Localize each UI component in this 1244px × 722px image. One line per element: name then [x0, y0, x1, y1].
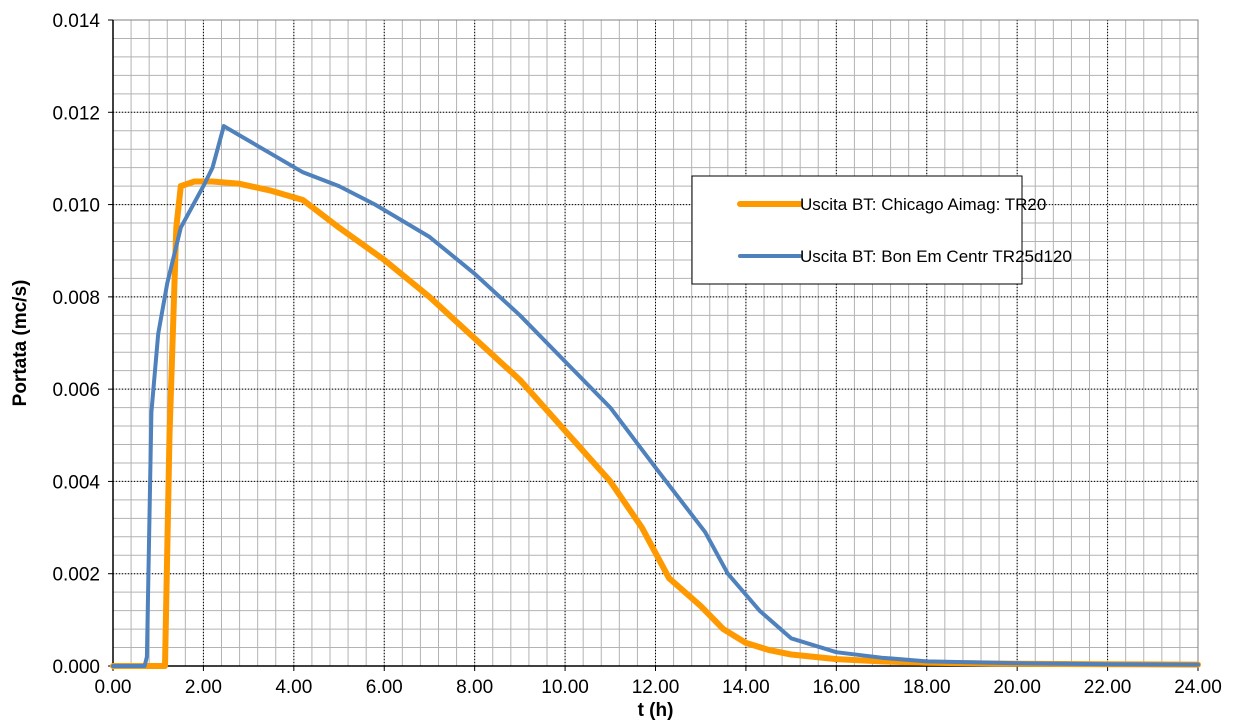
x-tick-label: 0.00 [95, 677, 132, 698]
y-tick-label: 0.010 [52, 196, 100, 217]
x-tick-label: 12.00 [632, 677, 680, 698]
legend-box [691, 175, 1023, 285]
y-tick-label: 0.012 [52, 103, 100, 124]
x-tick-label: 16.00 [813, 677, 861, 698]
y-axis-title: Portata (mc/s) [10, 280, 31, 407]
x-tick-label: 4.00 [275, 677, 312, 698]
y-tick-label: 0.000 [52, 657, 100, 678]
x-tick-label: 2.00 [185, 677, 222, 698]
x-tick-label: 18.00 [903, 677, 951, 698]
y-tick-label: 0.008 [52, 288, 100, 309]
series-line-2 [111, 124, 1200, 668]
x-tick-label: 6.00 [366, 677, 403, 698]
x-axis-title: t (h) [638, 700, 674, 721]
y-axis-ticks: 0.000 0.002 0.004 0.006 0.008 0.010 0.012 0.014 [52, 11, 113, 678]
y-tick-label: 0.004 [52, 472, 100, 493]
x-tick-label: 10.00 [541, 677, 589, 698]
y-tick-label: 0.006 [52, 380, 100, 401]
x-tick-label: 24.00 [1174, 677, 1222, 698]
series-line-1 [110, 178, 1201, 669]
legend-label-2: Uscita BT: Bon Em Centr TR25d120 [800, 247, 1072, 266]
x-axis-ticks: 0.00 2.00 4.00 6.00 8.00 10.00 12.00 14.00 16.00… [95, 666, 1222, 698]
legend-label-1: Uscita BT: Chicago Aimag: TR20 [800, 195, 1046, 214]
y-tick-label: 0.002 [52, 565, 100, 586]
y-tick-label: 0.014 [52, 11, 100, 32]
series-layer [110, 124, 1201, 669]
x-tick-label: 8.00 [456, 677, 493, 698]
x-tick-label: 22.00 [1084, 677, 1132, 698]
x-tick-label: 14.00 [722, 677, 770, 698]
x-tick-label: 20.00 [993, 677, 1041, 698]
major-gridlines [113, 20, 1198, 666]
legend: Uscita BT: Chicago Aimag: TR20 Uscita BT:… [691, 175, 1072, 285]
